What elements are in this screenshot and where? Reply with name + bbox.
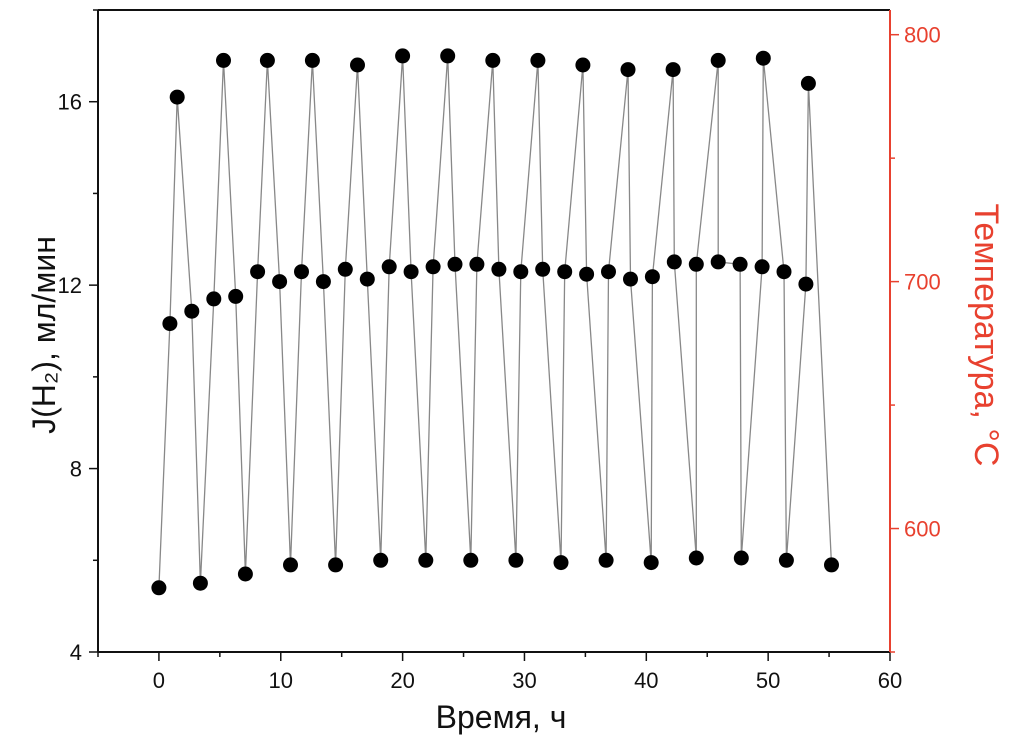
y-right-tick-label: 700 bbox=[904, 270, 941, 295]
data-point-flow bbox=[778, 552, 794, 568]
data-point-flow bbox=[216, 52, 231, 68]
x-tick-label: 60 bbox=[878, 668, 902, 693]
data-point-flow bbox=[553, 555, 569, 571]
data-point-temperature bbox=[469, 256, 485, 272]
data-point-flow bbox=[755, 50, 771, 66]
x-tick-label: 20 bbox=[390, 668, 414, 693]
data-point-flow bbox=[328, 557, 344, 573]
data-point-flow bbox=[710, 52, 726, 68]
x-tick-label: 0 bbox=[153, 668, 165, 693]
data-point-temperature bbox=[381, 259, 397, 275]
data-point-temperature bbox=[688, 256, 704, 272]
data-point-flow bbox=[259, 52, 275, 68]
data-points bbox=[151, 48, 839, 596]
y-left-tick-label: 12 bbox=[58, 273, 82, 298]
data-point-flow bbox=[395, 48, 411, 64]
data-point-flow bbox=[620, 62, 636, 78]
axes-frame bbox=[97, 9, 891, 653]
data-point-flow bbox=[237, 566, 253, 582]
data-point-temperature bbox=[557, 264, 573, 280]
data-point-temperature bbox=[579, 266, 595, 282]
data-point-temperature bbox=[710, 254, 726, 270]
data-point-flow bbox=[440, 48, 456, 64]
data-point-flow bbox=[530, 52, 546, 68]
data-point-temperature bbox=[666, 254, 682, 270]
y-right-tick-label: 600 bbox=[904, 517, 941, 542]
data-point-temperature bbox=[337, 261, 353, 277]
data-point-flow bbox=[733, 550, 749, 566]
data-point-flow bbox=[373, 552, 389, 568]
data-point-temperature bbox=[315, 274, 331, 290]
data-point-temperature bbox=[184, 303, 200, 319]
data-point-flow bbox=[463, 552, 479, 568]
tick-marks: 0 10 20 30 40 50 60 4 8 12 16 600 700 800 bbox=[58, 9, 941, 693]
x-tick-label: 30 bbox=[512, 668, 536, 693]
data-point-temperature bbox=[272, 274, 288, 290]
y-right-tick-label: 800 bbox=[904, 23, 941, 48]
y-axis-title-left: J(H₂), мл/мин bbox=[26, 236, 62, 434]
data-point-temperature bbox=[250, 264, 266, 280]
x-tick-label: 50 bbox=[756, 668, 780, 693]
x-axis-title: Время, ч bbox=[436, 699, 567, 735]
data-point-flow bbox=[485, 52, 501, 68]
data-point-temperature bbox=[601, 264, 616, 280]
data-point-temperature bbox=[798, 276, 814, 292]
y-axis-title-right: Температура, °C bbox=[967, 204, 1005, 467]
data-point-flow bbox=[598, 552, 614, 568]
data-point-temperature bbox=[776, 264, 792, 280]
x-tick-label: 10 bbox=[269, 668, 293, 693]
data-point-temperature bbox=[447, 256, 463, 272]
data-point-flow bbox=[169, 89, 185, 105]
data-point-flow bbox=[800, 75, 816, 91]
data-point-flow bbox=[304, 52, 320, 68]
data-point-flow bbox=[192, 575, 208, 591]
data-point-flow bbox=[688, 550, 704, 566]
data-point-flow bbox=[283, 557, 298, 573]
data-point-temperature bbox=[754, 259, 770, 275]
data-point-temperature bbox=[491, 261, 507, 277]
data-point-flow bbox=[350, 57, 365, 73]
data-point-temperature bbox=[294, 264, 309, 280]
data-point-flow bbox=[508, 552, 524, 568]
data-point-temperature bbox=[403, 264, 419, 280]
data-point-temperature bbox=[206, 291, 222, 307]
data-point-flow bbox=[575, 57, 591, 73]
data-point-temperature bbox=[162, 316, 178, 332]
data-point-temperature bbox=[535, 261, 551, 277]
data-point-temperature bbox=[425, 259, 441, 275]
data-point-temperature bbox=[732, 256, 748, 272]
y-left-tick-label: 4 bbox=[70, 640, 82, 665]
series-line bbox=[158, 55, 833, 588]
y-left-tick-label: 16 bbox=[58, 90, 82, 115]
data-point-temperature bbox=[623, 271, 638, 287]
data-point-flow bbox=[824, 557, 839, 573]
data-lines bbox=[158, 55, 833, 588]
data-point-temperature bbox=[513, 264, 529, 280]
data-point-flow bbox=[643, 555, 659, 571]
y-left-tick-label: 8 bbox=[70, 457, 82, 482]
data-point-flow bbox=[418, 552, 434, 568]
x-tick-label: 40 bbox=[634, 668, 658, 693]
data-point-flow bbox=[665, 62, 681, 78]
data-point-temperature bbox=[359, 271, 375, 287]
data-point-temperature bbox=[228, 288, 244, 304]
data-point-temperature bbox=[644, 269, 660, 285]
data-point-flow bbox=[151, 580, 167, 596]
